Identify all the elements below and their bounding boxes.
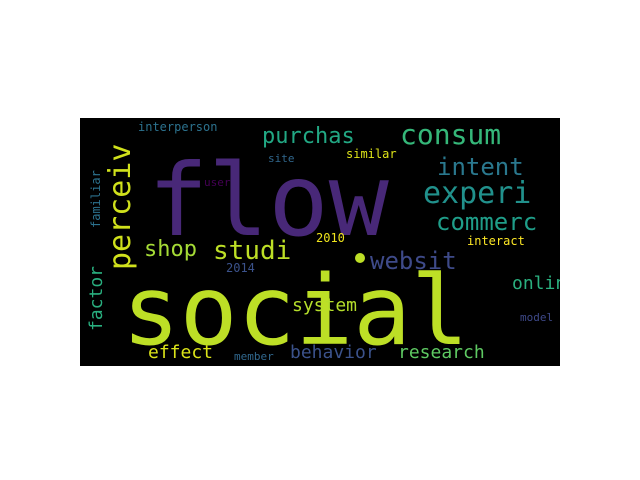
word-commerc: commerc <box>436 208 537 236</box>
word-similar: similar <box>346 147 397 161</box>
word-user: user <box>204 176 231 189</box>
word-2014: 2014 <box>226 261 255 275</box>
word-site: site <box>268 152 295 165</box>
word-effect: effect <box>148 342 213 363</box>
word-2010: 2010 <box>316 231 345 245</box>
word-factor: factor <box>86 266 107 331</box>
word-intent: intent <box>437 153 524 181</box>
word-interact: interact <box>467 234 525 248</box>
word-social: social <box>122 255 469 366</box>
cloud-background <box>80 118 560 366</box>
word-cloud: social flow experi consum purchas percei… <box>80 118 560 366</box>
word-shop: shop <box>144 237 197 262</box>
word-cloud-canvas: social flow experi consum purchas percei… <box>80 118 560 366</box>
word-member: member <box>234 350 274 363</box>
word-system: system <box>292 295 357 316</box>
dot-mark <box>355 253 365 263</box>
word-model: model <box>520 311 553 324</box>
word-familiar: familiar <box>89 170 103 228</box>
word-flow: flow <box>148 142 390 259</box>
word-studi: studi <box>213 236 291 266</box>
word-consum: consum <box>400 118 501 151</box>
word-interperson: interperson <box>138 120 217 134</box>
word-experi: experi <box>423 176 531 211</box>
word-websit: websit <box>370 247 457 275</box>
word-onlin: onlin <box>512 273 560 294</box>
word-perceiv: perceiv <box>103 144 138 270</box>
word-research: research <box>398 342 485 363</box>
word-behavior: behavior <box>290 342 377 363</box>
word-purchas: purchas <box>262 124 355 149</box>
